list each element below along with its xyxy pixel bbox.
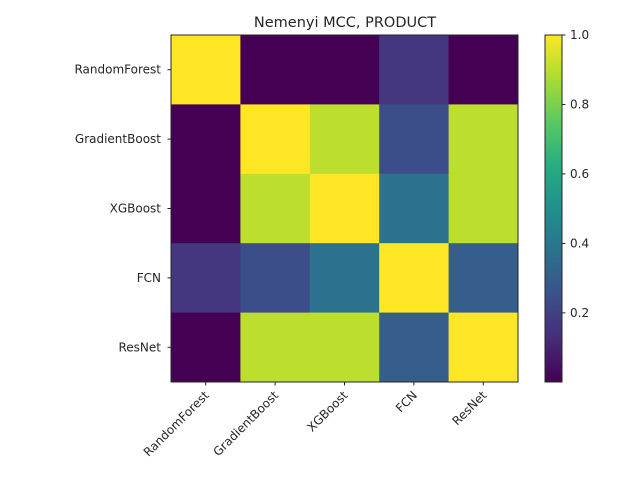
heatmap-cell: [379, 173, 450, 244]
heatmap-cell: [448, 173, 519, 244]
heatmap-cell: [379, 312, 450, 383]
heatmap-cell: [171, 243, 241, 314]
heatmap-cell: [448, 243, 519, 314]
heatmap-cell: [448, 104, 519, 175]
y-tick-label: XGBoost: [110, 202, 162, 216]
chart-title: Nemenyi MCC, PRODUCT: [254, 15, 436, 31]
x-tick-label: XGBoost: [304, 388, 350, 434]
heatmap-cell: [448, 35, 519, 105]
heatmap-cell: [448, 312, 519, 383]
heatmap-cell: [379, 35, 450, 105]
heatmap-cell: [240, 243, 311, 314]
colorbar-tick-label: 0.2: [570, 306, 589, 320]
heatmap-cell: [171, 312, 241, 383]
heatmap-cell: [309, 104, 380, 175]
colorbar-tick-label: 0.6: [570, 167, 589, 181]
y-tick-labels: RandomForest GradientBoost XGBoost FCN ResNe…: [74, 63, 171, 354]
heatmap-cell: [240, 104, 311, 175]
heatmap-cell: [171, 35, 241, 105]
y-tick-label: ResNet: [119, 340, 162, 354]
colorbar-tick-label: 1.0: [570, 28, 589, 42]
heatmap-cell: [309, 173, 380, 244]
heatmap-cell: [309, 243, 380, 314]
heatmap-cell: [240, 35, 311, 105]
heatmap-cell: [379, 243, 450, 314]
heatmap-cell: [240, 173, 311, 244]
heatmap-cell: [379, 104, 450, 175]
colorbar-tick-label: 0.8: [570, 97, 589, 111]
colorbar-ticks: 0.2 0.4 0.6 0.8 1.0: [562, 28, 589, 320]
heatmap-cell: [309, 312, 380, 383]
y-tick-label: RandomForest: [74, 63, 161, 77]
x-tick-label: ResNet: [449, 388, 489, 428]
colorbar: [544, 34, 563, 383]
heatmap-cell: [171, 104, 241, 175]
heatmap-cell: [309, 35, 380, 105]
y-tick-label: FCN: [137, 271, 161, 285]
heatmap-cell: [171, 173, 241, 244]
x-tick-label: FCN: [393, 388, 420, 415]
x-tick-label: RandomForest: [141, 388, 212, 459]
y-tick-label: GradientBoost: [75, 132, 161, 146]
heatmap-cells: [171, 35, 519, 383]
x-tick-label: GradientBoost: [210, 388, 281, 459]
heatmap-cell: [240, 312, 311, 383]
colorbar-tick-label: 0.4: [570, 236, 589, 250]
